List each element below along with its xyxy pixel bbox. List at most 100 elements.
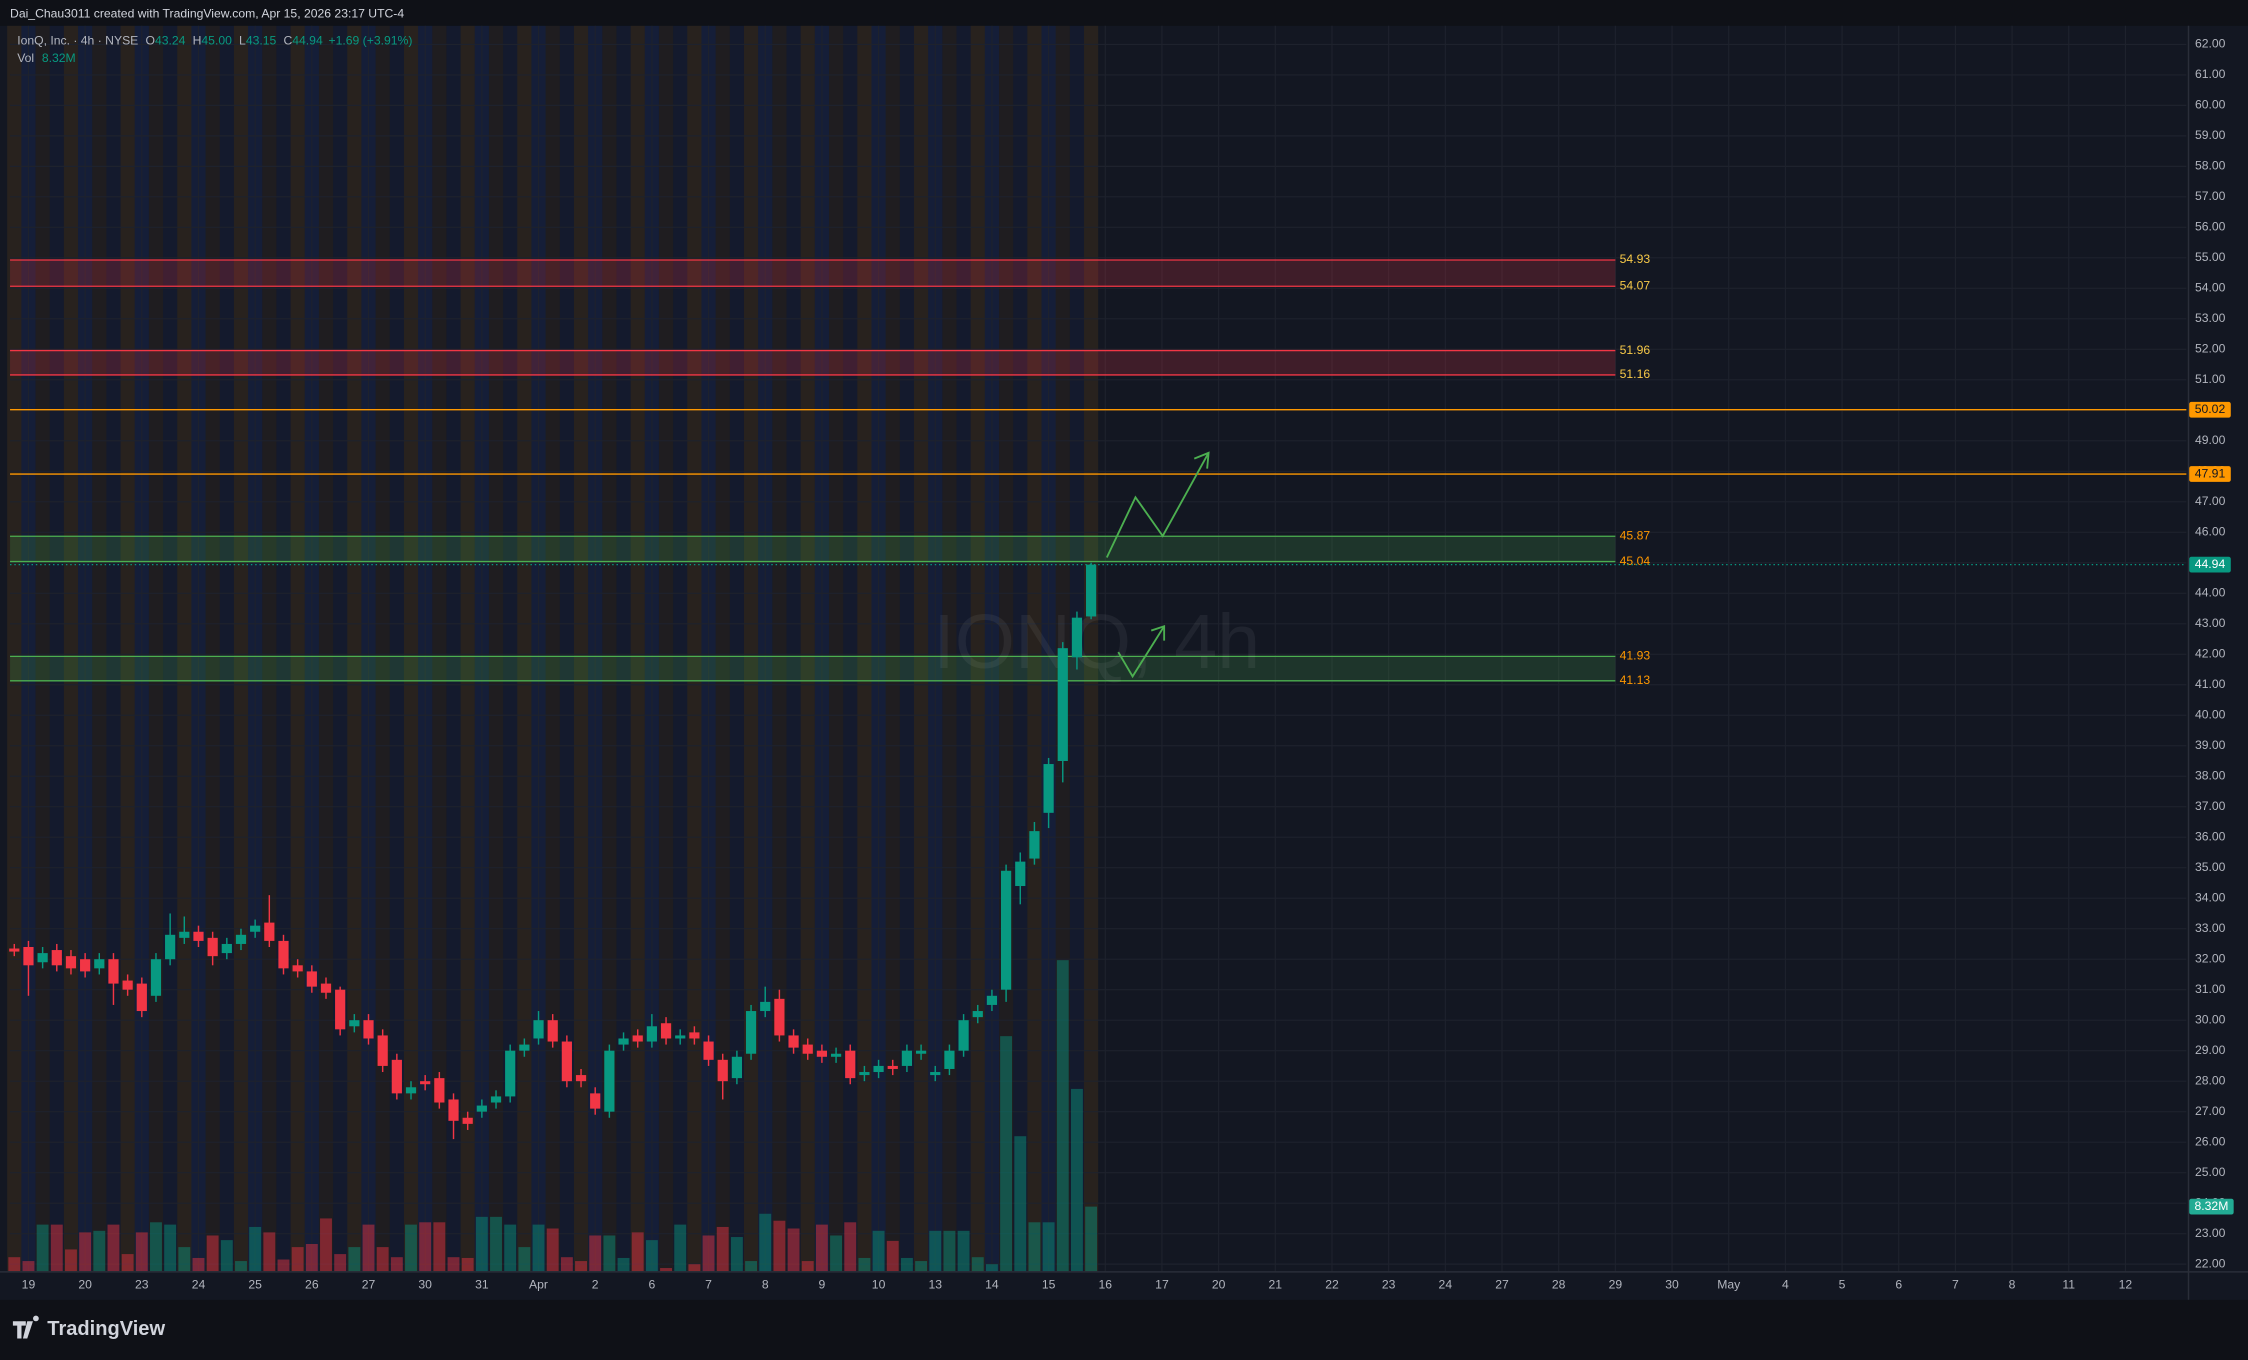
candle-body	[575, 1075, 587, 1082]
candle-body	[193, 931, 204, 941]
y-tick-label: 32.00	[2195, 951, 2226, 965]
zones: 54.93 54.07 51.96 51.16 45.87 45.04 41.93 41.13	[10, 252, 2187, 687]
volume-bar	[674, 1224, 687, 1272]
session-stripe	[63, 25, 79, 1272]
session-stripe	[715, 25, 730, 1272]
candle-body	[80, 959, 91, 972]
volume-bar	[617, 1257, 630, 1272]
x-tick-label: 28	[1552, 1278, 1566, 1292]
volume-bar	[376, 1247, 389, 1272]
volume-bar	[971, 1257, 984, 1272]
zone-label: 41.13	[1620, 673, 1651, 687]
candle-body	[165, 934, 176, 960]
session-stripe	[602, 25, 617, 1272]
volume-bar	[475, 1216, 488, 1272]
volume-bar	[603, 1235, 616, 1272]
session-stripe	[942, 25, 957, 1272]
volume-bar	[660, 1268, 672, 1272]
volume-bar	[320, 1218, 332, 1272]
x-tick-label: 24	[192, 1278, 206, 1292]
candle-body	[23, 947, 34, 966]
volume-bar	[872, 1230, 885, 1272]
zone-label: 54.07	[1620, 278, 1651, 292]
y-tick-label: 55.00	[2195, 250, 2226, 264]
y-tick-label: 41.00	[2195, 677, 2226, 691]
bottom-bar	[0, 1299, 2248, 1360]
legend-key: O	[145, 34, 154, 48]
volume-bar	[929, 1230, 942, 1272]
candle-body	[675, 1035, 686, 1039]
y-tick-label: 22.00	[2195, 1256, 2226, 1270]
brand-name: TradingView	[47, 1318, 165, 1340]
candle-body	[179, 931, 190, 938]
candles	[9, 562, 1097, 1140]
candle-body	[150, 959, 162, 996]
volume-bar	[121, 1254, 134, 1272]
legend-key: C	[283, 34, 292, 48]
session-stripe	[800, 25, 815, 1272]
axes: 22.0023.0024.0025.0026.0027.0028.0029.00…	[22, 37, 2234, 1292]
candle-body	[65, 956, 77, 969]
y-tick-label: 54.00	[2195, 281, 2226, 295]
candle-body	[1000, 870, 1012, 990]
zone-label: 41.93	[1620, 649, 1651, 663]
session-stripe	[276, 25, 291, 1272]
credit: Dai_Chau3011 created with TradingView.co…	[10, 7, 404, 21]
y-tick-label: 23.00	[2195, 1226, 2226, 1240]
session-stripe	[545, 25, 560, 1272]
candle-body	[420, 1081, 431, 1085]
session-stripe	[729, 25, 744, 1272]
legend-value: 43.15	[246, 34, 277, 48]
session-stripe	[559, 25, 574, 1272]
candle-body	[490, 1096, 502, 1103]
volume-bar	[1070, 1088, 1083, 1272]
x-tick-label: 25	[248, 1278, 262, 1292]
x-tick-label: 14	[985, 1278, 999, 1292]
session-stripe	[1027, 25, 1042, 1272]
last-price-badge	[2189, 556, 2231, 573]
y-tick-label: 30.00	[2195, 1012, 2226, 1026]
volume-bar	[50, 1224, 63, 1272]
x-tick-label: 16	[1099, 1278, 1113, 1292]
candle-body	[830, 1053, 842, 1057]
candle-body	[320, 983, 332, 993]
session-stripe	[49, 25, 64, 1272]
y-tick-label: 56.00	[2195, 220, 2226, 234]
session-stripe	[35, 25, 50, 1272]
candle-body	[462, 1117, 473, 1124]
session-stripe	[389, 25, 404, 1272]
x-tick-label: 8	[762, 1278, 769, 1292]
x-tick-label: 6	[1895, 1278, 1902, 1292]
session-stripe	[333, 25, 348, 1272]
candle-body	[476, 1105, 487, 1112]
candle-body	[590, 1093, 601, 1109]
candle-body	[1086, 564, 1097, 617]
volume-bar	[518, 1247, 531, 1272]
x-tick-label: 13	[928, 1278, 942, 1292]
zone-label: 51.96	[1620, 343, 1651, 357]
legend-value: 44.94	[292, 34, 323, 48]
candle-body	[731, 1056, 742, 1079]
volume-bar	[405, 1224, 417, 1272]
legend-change: +1.69 (+3.91%)	[328, 34, 412, 48]
legend-value: 43.24	[155, 34, 186, 48]
vol-text: 8.32M	[42, 51, 76, 65]
volume-bar	[985, 1264, 998, 1272]
volume-bar	[858, 1257, 871, 1272]
volume-bar	[235, 1261, 247, 1272]
watermark: IONQ, 4h	[933, 599, 1260, 685]
candle-body	[689, 1032, 700, 1039]
y-tick-label: 26.00	[2195, 1134, 2226, 1148]
candle-body	[335, 989, 346, 1030]
session-stripe	[914, 25, 929, 1272]
volume-bar	[461, 1257, 474, 1272]
y-tick-label: 51.00	[2195, 372, 2226, 386]
volume-bar	[575, 1261, 587, 1272]
session-stripe	[177, 25, 192, 1272]
session-stripe	[106, 25, 121, 1272]
session-stripe	[517, 25, 532, 1272]
last-price-label: 44.94	[2195, 557, 2226, 571]
candle-body	[745, 1011, 757, 1054]
y-tick-label: 36.00	[2195, 829, 2226, 843]
